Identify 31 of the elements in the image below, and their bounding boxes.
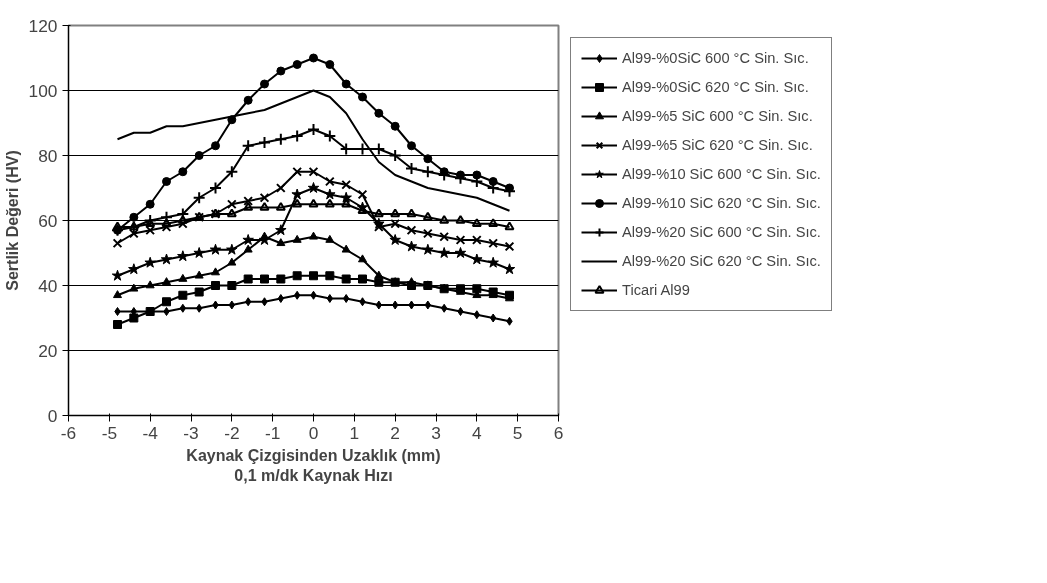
y-tick-label: 0	[47, 405, 58, 426]
y-tick-label: 60	[38, 210, 58, 231]
legend-label: Al99-%10 SiC 620 °C Sin. Sıc.	[622, 195, 821, 211]
y-axis-title: Sertlik Değeri (HV)	[3, 150, 21, 291]
y-tick-label: 100	[28, 80, 58, 101]
legend-label: Al99-%0SiC 620 °C Sin. Sıc.	[622, 79, 809, 95]
x-tick-label: 5	[512, 422, 523, 443]
legend-label: Al99-%5 SiC 620 °C Sin. Sıc.	[622, 137, 813, 153]
legend-label: Al99-%5 SiC 600 °C Sin. Sıc.	[622, 108, 813, 124]
x-tick-label: -3	[183, 422, 199, 443]
x-tick-label: -1	[264, 422, 281, 443]
x-tick-label: 2	[390, 422, 400, 443]
y-tick-label: 40	[38, 275, 58, 296]
y-tick-label: 80	[38, 145, 58, 166]
x-tick-label: 3	[431, 422, 441, 443]
x-tick-label: 4	[472, 422, 483, 443]
x-tick-label: -6	[60, 422, 77, 443]
x-tick-label: 1	[349, 422, 360, 443]
x-tick-label: 6	[553, 422, 564, 443]
x-tick-label: 0	[308, 422, 319, 443]
y-tick-label: 120	[28, 15, 58, 36]
x-axis-title: Kaynak Çizgisinden Uzaklık (mm) 0,1 m/dk Kaynak Hızı	[186, 446, 441, 484]
legend-label: Al99-%10 SiC 600 °C Sin. Sıc.	[622, 166, 821, 182]
x-tick-label: -4	[142, 422, 159, 443]
legend-label: Ticari Al99	[622, 282, 690, 298]
legend-label: Al99-%0SiC 600 °C Sin. Sıc.	[622, 50, 809, 66]
legend-label: Al99-%20 SiC 600 °C Sin. Sıc.	[622, 224, 821, 240]
x-tick-label: -5	[101, 422, 118, 443]
legend-label: Al99-%20 SiC 620 °C Sin. Sıc.	[622, 253, 821, 269]
x-tick-label: -2	[224, 422, 240, 443]
y-tick-label: 20	[38, 340, 58, 361]
